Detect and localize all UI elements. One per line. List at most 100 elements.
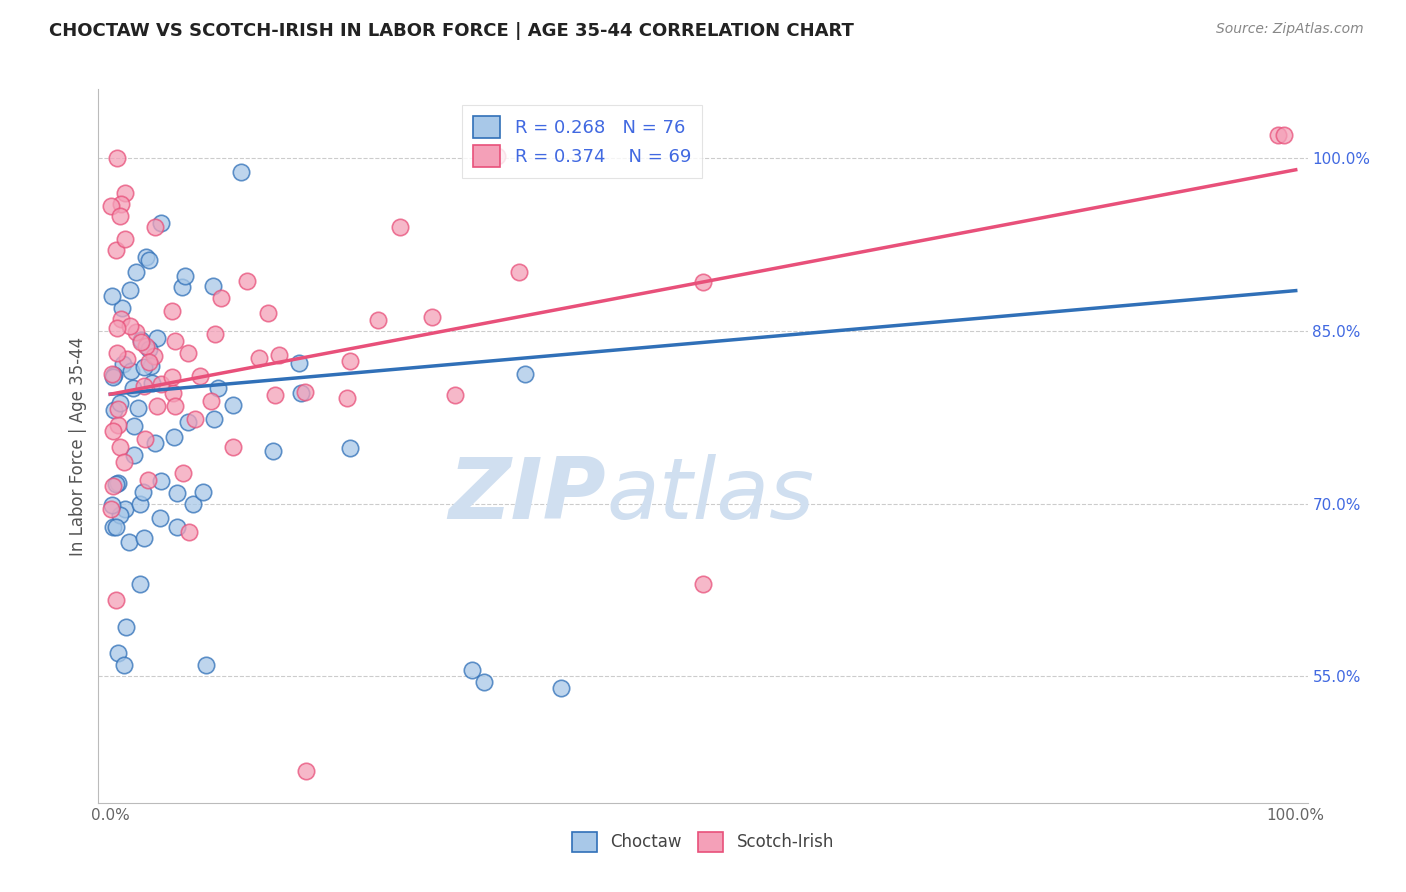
Point xyxy=(110,508,132,522)
Point xyxy=(160,370,183,384)
Point xyxy=(1267,128,1289,143)
Point xyxy=(103,403,125,417)
Point xyxy=(172,466,194,480)
Point xyxy=(163,399,186,413)
Point xyxy=(103,370,125,384)
Point xyxy=(104,244,127,258)
Point xyxy=(162,385,184,400)
Text: atlas: atlas xyxy=(606,454,814,538)
Point xyxy=(105,151,128,165)
Point xyxy=(339,442,361,456)
Point xyxy=(120,283,142,297)
Point xyxy=(114,186,136,200)
Point xyxy=(101,519,124,533)
Point xyxy=(110,312,132,326)
Point xyxy=(290,386,312,401)
Point xyxy=(129,333,152,347)
Point xyxy=(100,199,122,213)
Point xyxy=(101,424,124,438)
Point xyxy=(127,401,149,415)
Point xyxy=(166,486,188,500)
Point xyxy=(163,334,186,349)
Point xyxy=(145,331,167,345)
Point xyxy=(264,387,287,401)
Point xyxy=(288,356,311,370)
Point xyxy=(150,376,173,391)
Point xyxy=(181,497,204,511)
Point xyxy=(550,681,572,695)
Point xyxy=(1272,128,1295,143)
Point xyxy=(193,485,215,500)
Point xyxy=(110,197,132,211)
Point xyxy=(231,165,253,179)
Y-axis label: In Labor Force | Age 35-44: In Labor Force | Age 35-44 xyxy=(69,336,87,556)
Point xyxy=(107,646,129,660)
Point xyxy=(139,359,162,373)
Point xyxy=(222,440,245,454)
Point xyxy=(461,664,484,678)
Point xyxy=(114,232,136,246)
Point xyxy=(128,577,150,591)
Legend: Choctaw, Scotch-Irish: Choctaw, Scotch-Irish xyxy=(565,825,841,859)
Point xyxy=(508,264,530,278)
Point xyxy=(141,376,163,391)
Point xyxy=(195,657,218,672)
Point xyxy=(200,394,222,409)
Point xyxy=(107,321,129,335)
Text: CHOCTAW VS SCOTCH-IRISH IN LABOR FORCE | AGE 35-44 CORRELATION CHART: CHOCTAW VS SCOTCH-IRISH IN LABOR FORCE |… xyxy=(49,22,853,40)
Point xyxy=(149,474,172,488)
Point xyxy=(148,511,170,525)
Point xyxy=(107,417,129,432)
Point xyxy=(138,343,160,357)
Point xyxy=(515,368,537,382)
Text: ZIP: ZIP xyxy=(449,454,606,538)
Point xyxy=(114,501,136,516)
Point xyxy=(138,355,160,369)
Point xyxy=(104,593,127,607)
Point xyxy=(472,675,495,690)
Point xyxy=(179,524,201,539)
Point xyxy=(247,351,270,366)
Point xyxy=(104,477,127,491)
Point xyxy=(101,289,124,303)
Point xyxy=(339,354,361,368)
Point xyxy=(138,253,160,268)
Point xyxy=(135,251,157,265)
Point xyxy=(207,381,229,395)
Point xyxy=(162,304,184,318)
Point xyxy=(170,280,193,294)
Point xyxy=(125,326,148,340)
Point xyxy=(108,395,131,409)
Point xyxy=(134,379,156,393)
Point xyxy=(115,351,138,366)
Point xyxy=(444,388,467,402)
Point xyxy=(177,415,200,429)
Point xyxy=(108,209,131,223)
Point xyxy=(132,531,155,545)
Point xyxy=(177,346,200,360)
Point xyxy=(163,430,186,444)
Point xyxy=(204,327,226,342)
Point xyxy=(294,385,316,400)
Point xyxy=(202,411,225,425)
Point xyxy=(101,367,124,381)
Point xyxy=(143,220,166,235)
Point xyxy=(122,449,145,463)
Point xyxy=(209,291,232,305)
Point xyxy=(236,275,259,289)
Point xyxy=(107,402,129,417)
Point xyxy=(101,478,124,492)
Point xyxy=(114,620,136,634)
Point xyxy=(111,301,134,315)
Point xyxy=(188,369,211,384)
Point xyxy=(125,265,148,279)
Point xyxy=(107,476,129,491)
Point xyxy=(336,391,359,405)
Point xyxy=(692,275,714,289)
Point xyxy=(104,519,127,533)
Point xyxy=(388,220,411,235)
Text: Source: ZipAtlas.com: Source: ZipAtlas.com xyxy=(1216,22,1364,37)
Point xyxy=(134,359,156,374)
Point xyxy=(120,364,142,378)
Point xyxy=(201,278,224,293)
